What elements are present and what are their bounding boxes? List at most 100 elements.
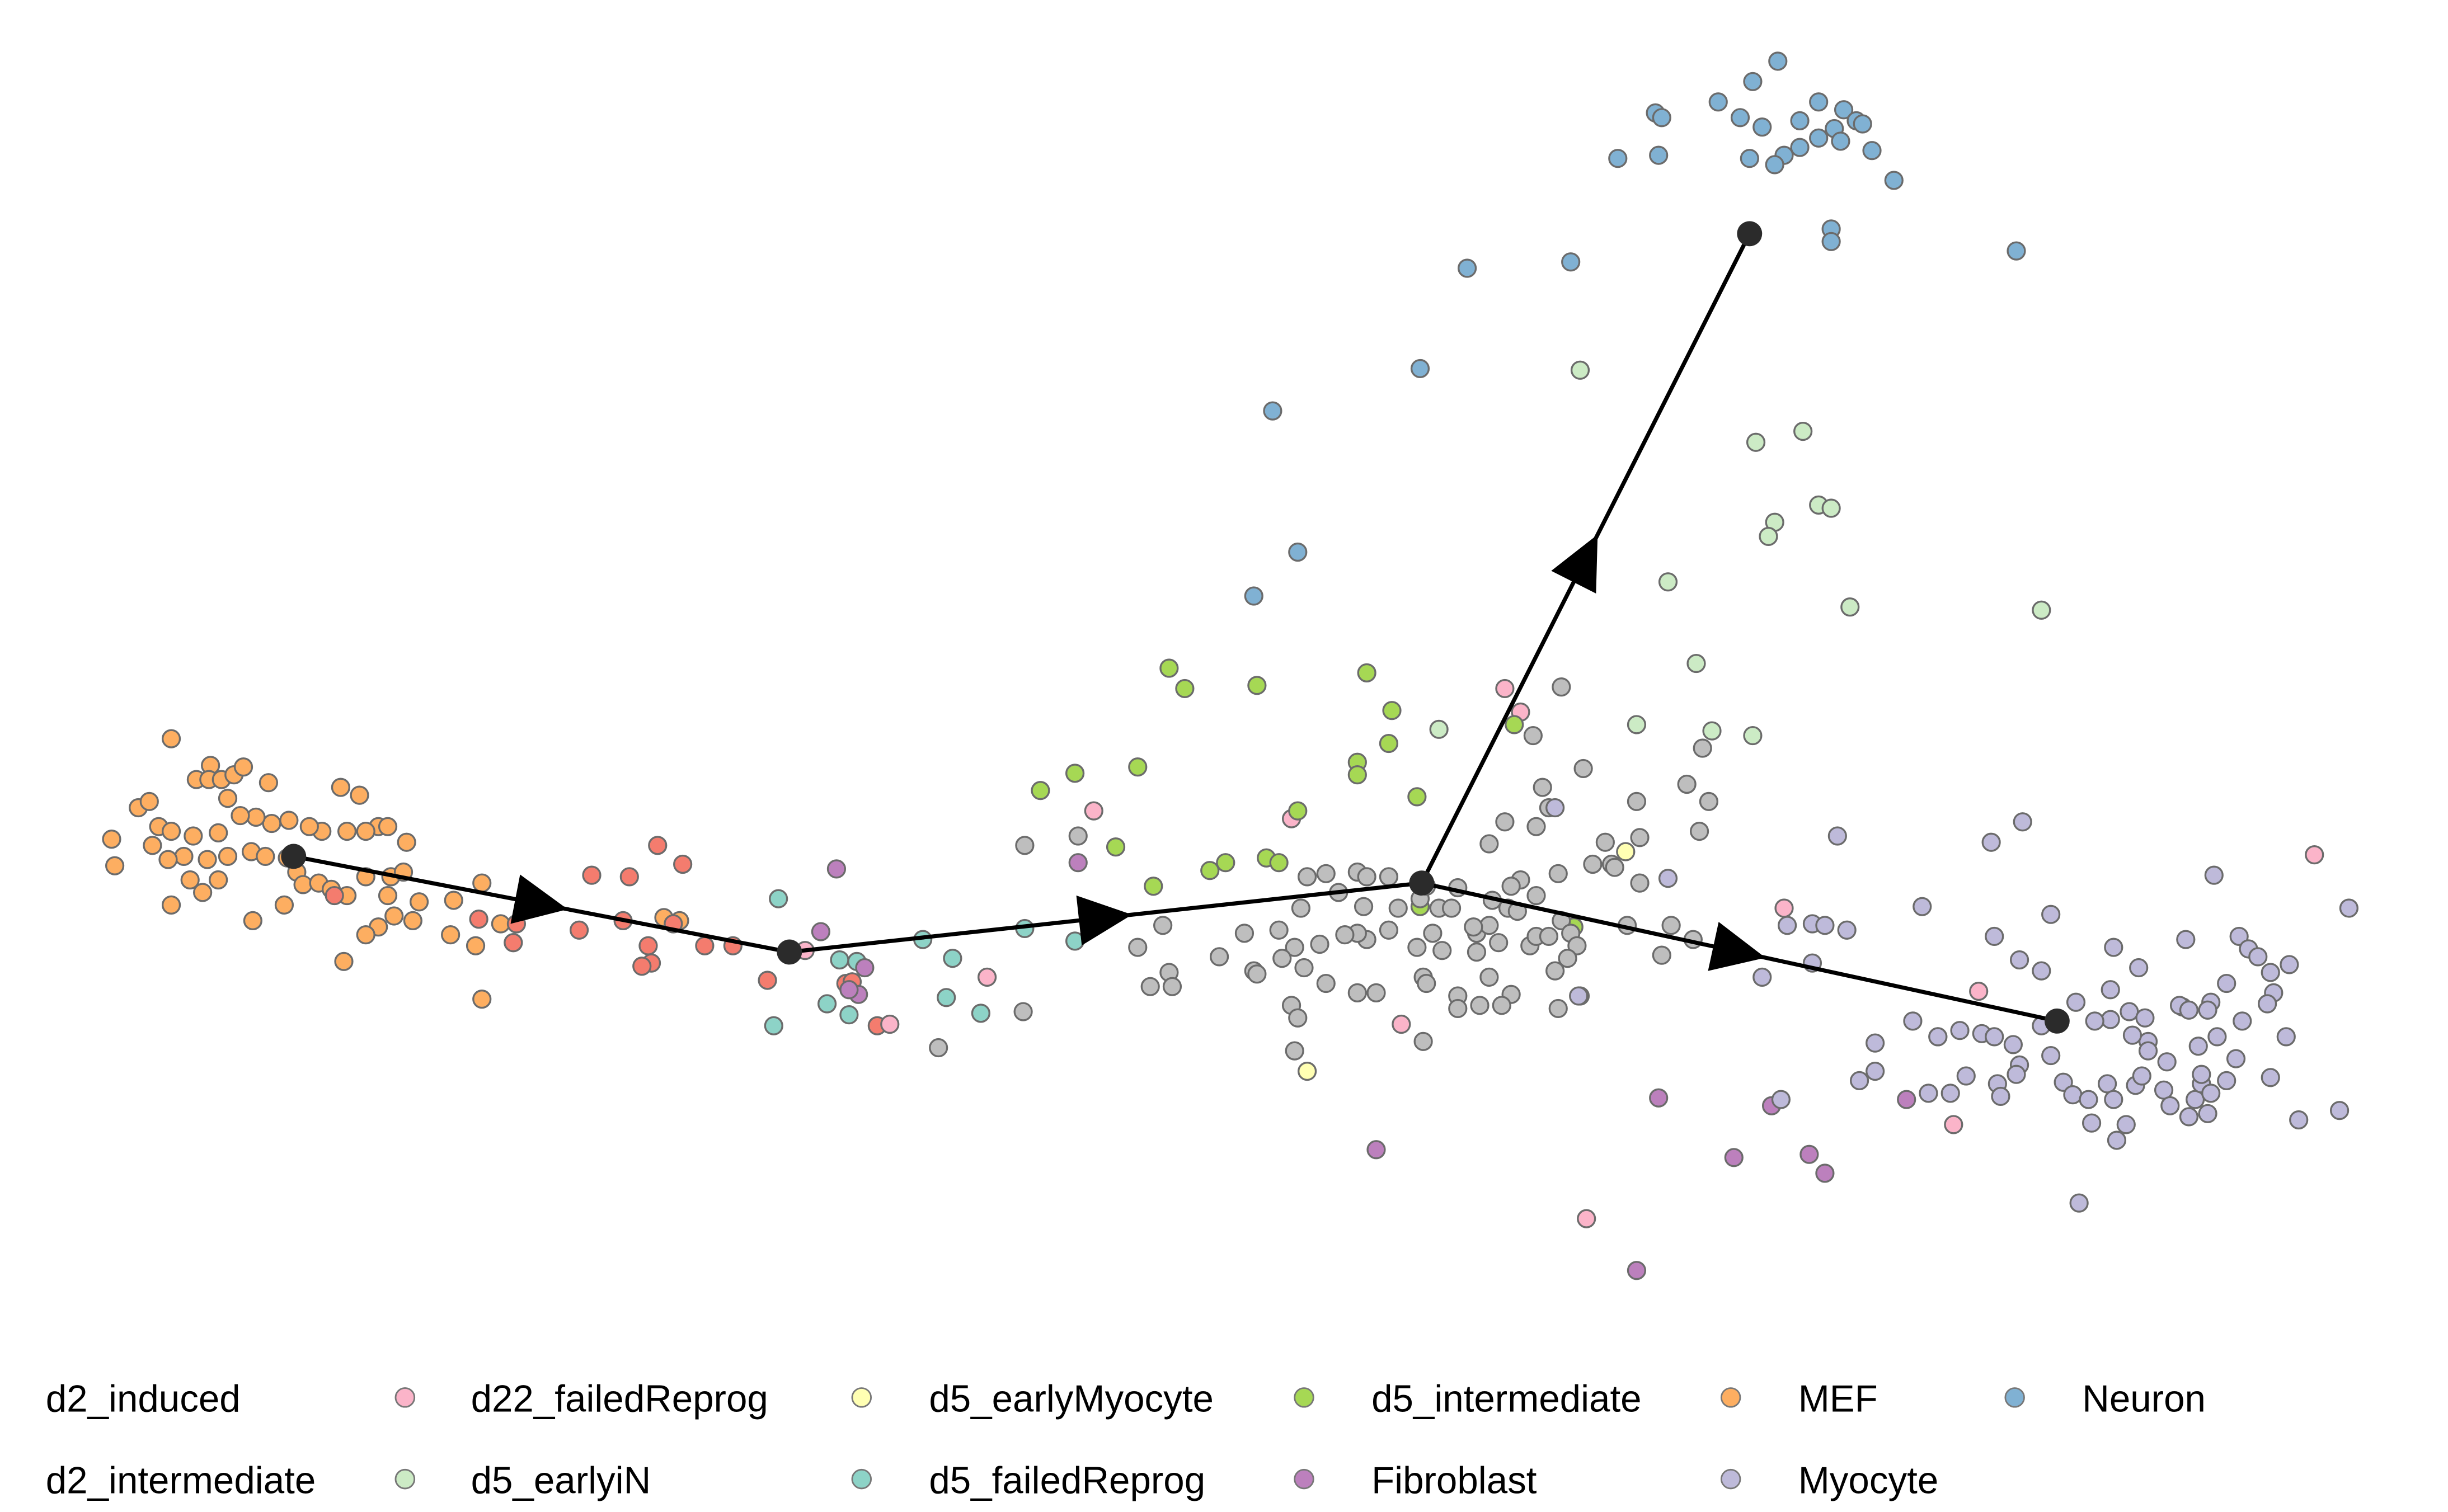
data-point [1379,733,1399,753]
data-point [1752,967,1772,987]
legend-label: d5_failedReprog [929,1459,1205,1501]
data-point [2179,1107,2199,1127]
data-point [158,850,178,869]
legend-marker [2004,1387,2025,1408]
data-point [1740,149,1759,168]
data-point [161,821,181,841]
data-point [1533,778,1552,797]
data-point [2032,961,2051,981]
data-point [2329,1101,2350,1120]
data-point [1928,1027,1948,1047]
data-point [2217,973,2236,993]
data-point [1526,817,1546,836]
data-point [1247,964,1267,984]
data-point [1699,792,1719,811]
series-Neuron [1244,51,2026,606]
data-point [218,846,238,866]
data-point [1068,826,1088,846]
legend-label: d22_failedReprog [471,1378,768,1420]
data-point [1335,925,1355,945]
data-point [441,925,461,945]
data-point [1649,1088,1669,1108]
data-point [1140,977,1160,996]
data-point [943,949,962,968]
data-point [1382,701,1402,720]
data-point [1269,853,1289,873]
data-point [2007,1064,2026,1084]
data-point [403,911,422,931]
data-point [1407,938,1427,957]
data-point [466,936,486,955]
data-point [1605,858,1624,877]
data-point [504,933,523,953]
data-point [971,1004,990,1023]
data-point [299,817,319,836]
data-point [638,936,658,955]
trajectory-node [1409,870,1435,896]
data-point [1661,916,1681,935]
data-point [218,789,238,808]
data-point [1068,853,1088,873]
data-point [161,895,181,915]
trajectory-node [281,844,307,869]
data-point [1175,679,1195,699]
data-point [619,867,639,887]
legend-item-d2_intermediate: d2_intermediate [46,1459,416,1501]
trajectory-arrowhead [1708,922,1766,971]
data-point [1746,432,1766,452]
legend-marker [394,1468,416,1490]
data-point [1495,812,1515,832]
data-point [1652,945,1671,965]
data-point [209,823,228,842]
legend-label: Neuron [2082,1378,2206,1420]
data-point [1552,677,1571,697]
data-point [2229,926,2249,946]
data-point [1724,1148,1744,1167]
data-point [1809,92,1829,112]
legend-item-d5_intermediate: d5_intermediate [1294,1378,1642,1420]
data-point [2066,992,2086,1012]
data-point [1771,1090,1791,1109]
trajectory-arrowhead [510,874,568,924]
data-point [2135,1008,2155,1028]
data-point [2233,1011,2252,1031]
data-point [1316,864,1336,883]
data-point [1693,738,1712,758]
data-point [1815,916,1835,935]
data-point [1595,832,1615,852]
data-point [161,729,181,748]
data-point [1573,759,1593,779]
data-point [2101,1010,2120,1029]
trajectory-lines [281,221,2070,1034]
data-point [356,821,375,841]
data-point [1523,726,1543,746]
data-point [2261,963,2280,982]
data-point [1884,171,1904,190]
data-point [1413,1031,1433,1051]
data-point [1708,92,1728,112]
legend-item-Fibroblast: Fibroblast [1294,1459,1537,1501]
legend-item-d22_failedReprog: d22_failedReprog [394,1378,768,1420]
data-point [582,865,602,885]
data-point [1288,1008,1308,1028]
data-point [1216,853,1235,873]
data-point [1608,149,1628,168]
legend-label: d5_earlyMyocyte [929,1378,1214,1420]
data-point [472,873,492,893]
data-point [1985,926,2004,946]
data-point [2198,1000,2217,1020]
data-point [1084,801,1103,821]
data-point [1366,983,1386,1002]
data-point [695,936,715,955]
data-point [1834,100,1854,120]
data-point [2122,1025,2142,1045]
trajectory-arrowhead [1076,895,1133,946]
data-point [1765,155,1784,175]
data-point [231,806,250,826]
data-point [1153,916,1173,935]
data-point [811,922,830,941]
data-point [839,980,859,1000]
data-point [1423,924,1443,943]
data-point [246,807,266,827]
data-point [1263,401,1282,421]
